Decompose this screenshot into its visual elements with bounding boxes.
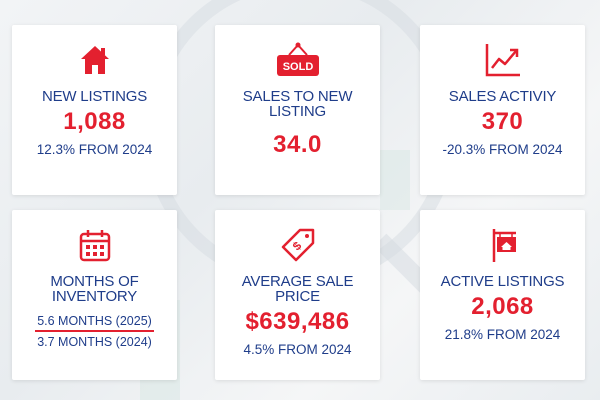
- inventory-2024: 3.7 MONTHS (2024): [37, 335, 152, 349]
- sold-sign-text: SOLD: [282, 61, 313, 73]
- price-tag-icon: $: [280, 224, 316, 266]
- average-sale-price-card: $ AVERAGE SALE PRICE $639,486 4.5% FROM …: [215, 210, 380, 380]
- for-sale-sign-icon: [486, 224, 520, 266]
- card-title: AVERAGE SALE PRICE: [242, 274, 354, 304]
- card-value: 370: [481, 108, 524, 135]
- card-title-line-2: PRICE: [275, 288, 320, 305]
- card-change: 21.8% FROM 2024: [444, 327, 561, 342]
- card-title: MONTHS OF INVENTORY: [50, 274, 138, 304]
- inventory-2025: 5.6 MONTHS (2025): [35, 314, 154, 332]
- sales-activity-card: SALES ACTIVIY 370 -20.3% FROM 2024: [420, 25, 585, 195]
- card-title: NEW LISTINGS: [41, 88, 148, 105]
- new-listings-card: NEW LISTINGS 1,088 12.3% FROM 2024: [12, 25, 177, 195]
- card-change: -20.3% FROM 2024: [442, 142, 563, 157]
- card-title-line-1: AVERAGE SALE: [241, 273, 354, 290]
- card-title-line-1: MONTHS OF: [50, 273, 139, 290]
- card-title-line-2: LISTING: [269, 103, 326, 120]
- sales-to-new-listing-card: SOLD SALES TO NEW LISTING 34.0: [215, 25, 380, 195]
- card-value: $639,486: [245, 308, 350, 335]
- active-listings-card: ACTIVE LISTINGS 2,068 21.8% FROM 2024: [420, 210, 585, 380]
- house-icon: [78, 39, 112, 81]
- card-title: ACTIVE LISTINGS: [440, 273, 565, 290]
- months-of-inventory-card: MONTHS OF INVENTORY 5.6 MONTHS (2025) 3.…: [12, 210, 177, 380]
- calendar-icon: [78, 224, 112, 266]
- card-title-line-2: INVENTORY: [51, 288, 138, 305]
- card-value: 2,068: [471, 293, 534, 320]
- card-title: SALES TO NEW LISTING: [243, 89, 353, 119]
- card-title-line-1: SALES TO NEW: [242, 88, 353, 105]
- card-value: 34.0: [273, 131, 322, 158]
- inventory-comparison: 5.6 MONTHS (2025) 3.7 MONTHS (2024): [35, 314, 154, 349]
- card-change: 12.3% FROM 2024: [36, 142, 153, 157]
- svg-text:$: $: [289, 238, 304, 253]
- card-value: 1,088: [63, 108, 126, 135]
- card-title: SALES ACTIVIY: [448, 88, 557, 105]
- sold-sign-icon: SOLD: [275, 39, 321, 81]
- trending-up-chart-icon: [484, 39, 522, 81]
- card-change: 4.5% FROM 2024: [243, 342, 352, 357]
